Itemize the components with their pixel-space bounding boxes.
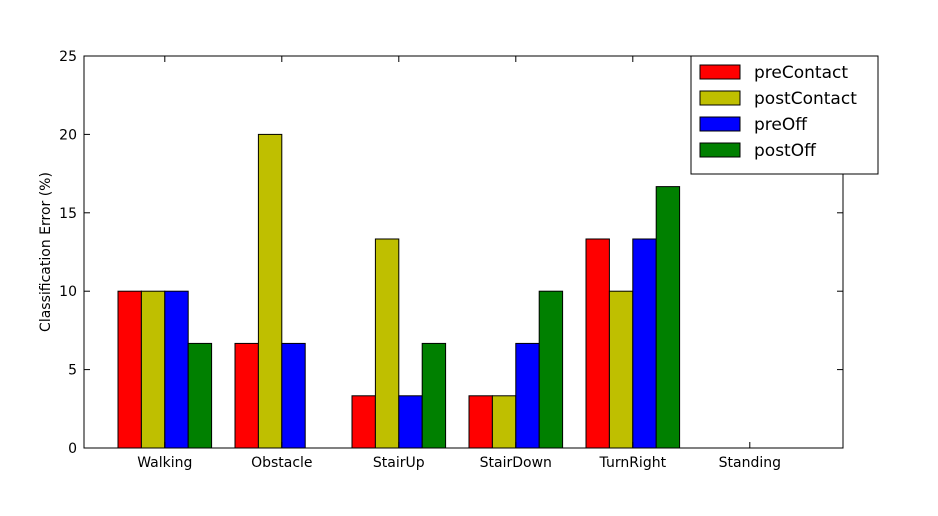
y-tick-label: 25 — [59, 49, 77, 65]
legend-label-preoff: preOff — [754, 115, 808, 135]
bar-obstacle-postcontact — [257, 133, 283, 449]
plot-frame — [83, 55, 844, 449]
x-tick-label: TurnRight — [599, 455, 667, 471]
y-tick-label: 15 — [59, 206, 77, 222]
y-tick-label: 0 — [68, 441, 77, 457]
x-axis: Walking Obstacle StairUp StairDown TurnRight… — [137, 56, 781, 471]
x-tick-label: StairDown — [480, 455, 552, 471]
bar-turnright-precontact — [585, 238, 610, 449]
x-tick-label: StairUp — [373, 455, 425, 471]
legend-label-precontact: preContact — [754, 63, 848, 83]
bar-walking-preoff — [164, 290, 189, 449]
legend-label-postcontact: postContact — [754, 89, 857, 109]
legend: preContact postContact preOff postOff — [690, 55, 879, 175]
x-tick-label: Obstacle — [251, 455, 312, 471]
x-tick-label: Walking — [137, 455, 192, 471]
y-axis-label: Classification Error (%) — [38, 172, 54, 332]
bar-obstacle-precontact — [234, 342, 259, 449]
y-tick-label: 10 — [59, 284, 77, 300]
bar-walking-postcontact — [140, 290, 166, 449]
legend-swatch-postcontact — [699, 90, 741, 106]
legend-label-postoff: postOff — [754, 141, 817, 161]
bar-walking-postoff — [187, 342, 213, 449]
legend-swatch-preoff — [699, 116, 741, 132]
legend-swatch-precontact — [699, 64, 741, 80]
legend-swatch-postoff — [699, 142, 741, 158]
bar-stairup-preoff — [398, 395, 423, 449]
bar-walking-precontact — [117, 290, 142, 449]
bar-stairup-precontact — [351, 395, 376, 449]
bar-stairdown-postcontact — [491, 395, 517, 449]
bar-stairup-postcontact — [374, 238, 400, 449]
bar-obstacle-preoff — [281, 342, 306, 449]
bar-turnright-postoff — [655, 186, 681, 449]
y-tick-label: 5 — [68, 363, 77, 379]
bars-group — [117, 133, 681, 449]
x-tick-label: Standing — [719, 455, 781, 471]
y-axis: 0 5 10 15 20 25 — [59, 49, 843, 457]
bar-stairdown-preoff — [515, 342, 540, 449]
bar-turnright-postcontact — [608, 290, 634, 449]
bar-stairdown-precontact — [468, 395, 493, 449]
bar-turnright-preoff — [632, 238, 657, 449]
bar-stairdown-postoff — [538, 290, 564, 449]
y-tick-label: 20 — [59, 127, 77, 143]
bar-stairup-postoff — [421, 342, 447, 449]
